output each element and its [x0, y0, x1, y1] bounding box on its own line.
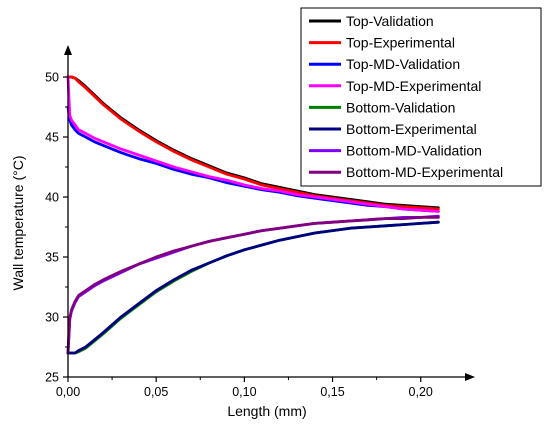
y-tick-label: 45: [45, 131, 59, 145]
y-axis-title: Wall temperature (°C): [10, 156, 26, 291]
legend-label: Bottom-Validation: [346, 99, 455, 115]
series-line-top-md-experimental: [66, 75, 440, 213]
y-tick-label: 40: [45, 191, 59, 205]
legend-label: Top-MD-Validation: [346, 56, 460, 72]
series-line-bottom-md-validation: [66, 214, 440, 355]
y-tick-label: 50: [45, 71, 59, 85]
series-line-bottom-validation: [66, 220, 440, 355]
legend-box: [300, 7, 542, 187]
x-tick-label: 0,10: [232, 385, 256, 399]
legend-label: Top-Validation: [346, 13, 434, 29]
x-tick-label: 0,15: [320, 385, 344, 399]
y-tick-label: 35: [45, 251, 59, 265]
legend-label: Bottom-MD-Validation: [346, 143, 482, 159]
y-tick-label: 25: [45, 371, 59, 385]
series-layer: [66, 75, 440, 355]
legend-label: Bottom-Experimental: [346, 121, 477, 137]
x-tick-label: 0,00: [56, 385, 80, 399]
legend-label: Bottom-MD-Experimental: [346, 164, 503, 180]
y-tick-label: 30: [45, 311, 59, 325]
x-axis-arrow: [465, 373, 475, 381]
legend-items: Top-Validation Top-Experimental Top-MD-Val…: [309, 13, 503, 180]
x-tick-label: 0,20: [409, 385, 433, 399]
series-line-bottom-experimental: [66, 220, 440, 355]
series-line-bottom-md-experimental: [66, 215, 440, 355]
x-axis-title: Length (mm): [227, 403, 306, 419]
legend-label: Top-Experimental: [346, 35, 455, 51]
x-tick-label: 0,05: [144, 385, 168, 399]
legend-label: Top-MD-Experimental: [346, 78, 481, 94]
ticks-layer: 0,00 0,05 0,10 0,15 0,20 25 30 35 40 45 50: [45, 71, 433, 400]
legend: Top-Validation Top-Experimental Top-MD-Val…: [300, 7, 542, 187]
y-axis-arrow: [64, 45, 72, 55]
